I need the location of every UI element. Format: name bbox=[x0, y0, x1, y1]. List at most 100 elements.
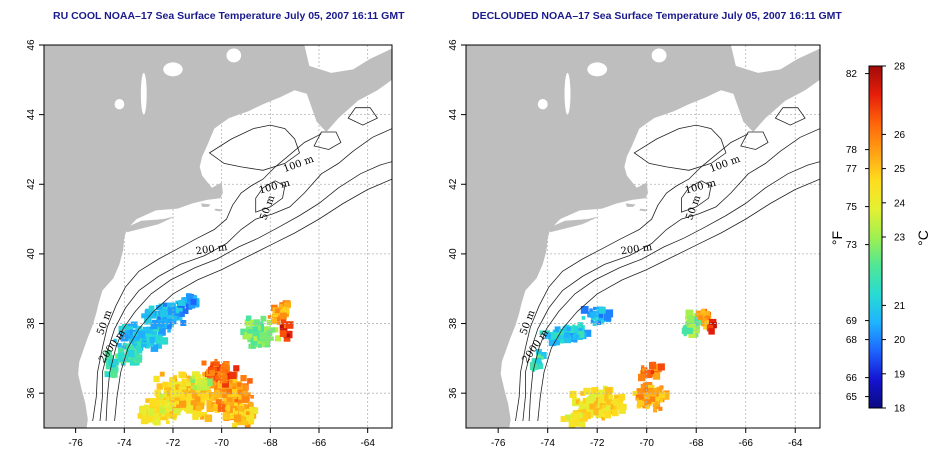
sst-pixel bbox=[237, 399, 242, 405]
lake bbox=[226, 48, 242, 63]
sst-pixel bbox=[285, 321, 294, 329]
sst-pixel bbox=[217, 404, 226, 412]
sst-pixel bbox=[701, 319, 705, 323]
map-title-left: RU COOL NOAA–17 Sea Surface Temperature … bbox=[53, 10, 405, 22]
sst-pixel bbox=[209, 370, 215, 376]
sst-pixel bbox=[686, 327, 693, 334]
sst-pixel bbox=[283, 335, 291, 342]
sst-pixel bbox=[156, 383, 163, 390]
colorbar-gradient bbox=[868, 65, 883, 409]
sst-pixel bbox=[696, 325, 700, 330]
sst-pixel bbox=[573, 338, 578, 343]
sst-pixel bbox=[564, 332, 570, 338]
sst-pixel bbox=[184, 382, 189, 387]
sst-pixel bbox=[618, 395, 624, 402]
sst-pixel bbox=[657, 397, 664, 403]
sst-pixel bbox=[649, 396, 656, 402]
sst-pixel bbox=[641, 367, 647, 373]
sst-pixel bbox=[656, 386, 663, 393]
sst-pixel bbox=[570, 416, 575, 421]
lon-tick-label: -70 bbox=[214, 438, 229, 449]
sst-pixel bbox=[554, 339, 560, 345]
sst-pixel bbox=[182, 378, 188, 384]
sst-pixel bbox=[177, 396, 185, 405]
sst-pixel bbox=[212, 405, 219, 411]
sst-pixel bbox=[245, 411, 250, 415]
sst-pixel bbox=[261, 337, 270, 346]
sst-pixel bbox=[698, 315, 703, 320]
sst-pixel bbox=[180, 320, 187, 326]
lon-tick-label: -64 bbox=[360, 438, 375, 449]
sst-pixel bbox=[130, 321, 138, 329]
sst-pixel bbox=[700, 309, 706, 314]
sst-pixel bbox=[577, 412, 583, 419]
lon-tick-label: -74 bbox=[540, 438, 555, 449]
sst-pixel bbox=[172, 413, 177, 419]
sst-pixel bbox=[689, 323, 696, 330]
sst-pixel bbox=[245, 404, 250, 409]
sst-pixel bbox=[245, 334, 250, 340]
sst-pixel bbox=[153, 408, 157, 412]
sst-pixel bbox=[642, 403, 648, 409]
sst-pixel bbox=[591, 312, 596, 317]
sst-pixel bbox=[278, 304, 283, 309]
fahrenheit-unit-label: °F bbox=[829, 231, 845, 245]
lat-tick-label: 44 bbox=[448, 109, 459, 121]
sst-pixel bbox=[529, 362, 538, 370]
lon-tick-label: -68 bbox=[689, 438, 704, 449]
sst-pixel bbox=[149, 336, 156, 343]
sst-pixel bbox=[655, 405, 659, 409]
sst-pixel bbox=[164, 401, 171, 408]
sst-pixel bbox=[236, 395, 244, 403]
isobath-loop bbox=[347, 107, 378, 126]
celsius-tick-label: 24 bbox=[894, 198, 906, 209]
sst-pixel bbox=[226, 410, 231, 415]
land bbox=[466, 45, 820, 428]
land bbox=[44, 45, 392, 428]
sst-pixel bbox=[642, 398, 648, 405]
sst-pixel bbox=[162, 381, 169, 388]
celsius-tick-label: 20 bbox=[894, 335, 906, 346]
sst-pixel bbox=[122, 342, 127, 347]
lake bbox=[163, 62, 183, 77]
isobath-loop bbox=[740, 131, 769, 150]
sst-pixel bbox=[206, 400, 213, 407]
lat-tick-label: 46 bbox=[26, 39, 37, 51]
sst-pixel bbox=[590, 319, 594, 323]
sst-pixel bbox=[685, 316, 689, 320]
sst-pixel bbox=[183, 408, 187, 412]
sst-pixel bbox=[132, 331, 138, 337]
sst-pixel bbox=[253, 341, 257, 345]
sst-pixel bbox=[599, 306, 606, 314]
sst-pixel bbox=[564, 414, 571, 421]
sst-pixel bbox=[205, 378, 213, 386]
sst-pixel bbox=[195, 374, 202, 381]
sst-pixel bbox=[156, 335, 162, 341]
sst-pixel bbox=[175, 300, 179, 304]
isobath-loop bbox=[681, 180, 712, 213]
sst-pixel bbox=[599, 319, 605, 325]
sst-pixel bbox=[163, 406, 168, 411]
sst-pixel bbox=[209, 365, 213, 369]
sst-pixel bbox=[596, 397, 601, 401]
sst-pixel bbox=[142, 336, 147, 341]
sst-pixel bbox=[181, 389, 188, 395]
sst-pixel bbox=[131, 336, 137, 343]
sst-pixel bbox=[229, 402, 235, 407]
sst-pixel bbox=[131, 343, 138, 349]
sst-pixel bbox=[242, 419, 247, 425]
sst-pixel bbox=[165, 407, 169, 411]
sst-pixel bbox=[216, 387, 220, 391]
sst-pixel bbox=[161, 399, 167, 405]
sst-pixel bbox=[277, 316, 282, 321]
sst-pixel bbox=[599, 404, 604, 409]
sst-pixel bbox=[570, 333, 575, 338]
sst-pixel bbox=[233, 365, 240, 372]
sst-pixel bbox=[216, 399, 222, 405]
sst-pixel bbox=[217, 371, 225, 379]
contour-label: 200 m bbox=[620, 242, 653, 257]
sst-pixel bbox=[149, 408, 157, 417]
sst-pixel bbox=[658, 391, 666, 399]
sst-pixel bbox=[234, 415, 242, 422]
sst-pixel bbox=[588, 394, 596, 402]
